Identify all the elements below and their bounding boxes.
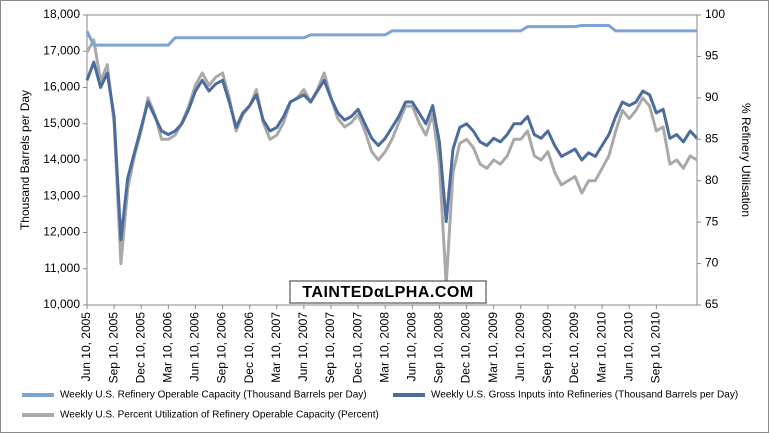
- watermark-text: TAINTEDαLPHA.COM: [302, 284, 473, 301]
- series-line: [85, 24, 697, 47]
- x-tick-label: Dec 10, 2007: [350, 312, 364, 384]
- x-tick-label: Dec 10, 2005: [133, 312, 147, 384]
- watermark-box: [289, 280, 487, 304]
- y-tick-label: 10,000: [43, 297, 80, 311]
- y2-tick-label: 90: [705, 90, 719, 104]
- legend-label: Weekly U.S. Refinery Operable Capacity (…: [60, 390, 367, 401]
- y-tick-label: 11,000: [44, 261, 80, 275]
- y-tick-label: 13,000: [43, 188, 80, 202]
- x-tick-label: Dec 10, 2006: [242, 312, 256, 384]
- y2-tick-label: 85: [705, 131, 719, 145]
- x-tick-label: Dec 10, 2008: [459, 312, 473, 384]
- y-tick-label: 17,000: [43, 43, 80, 57]
- x-tick-label: Jun 10, 2010: [621, 312, 635, 382]
- x-tick-label: Jun 10, 2009: [513, 312, 527, 382]
- y-tick-label: 12,000: [43, 225, 80, 239]
- y-tick-label: 14,000: [43, 152, 80, 166]
- x-tick-label: Jun 10, 2007: [296, 312, 310, 382]
- x-tick-label: Sep 10, 2009: [540, 312, 554, 384]
- y-axis-title: Thousand Barrels per Day: [18, 90, 32, 230]
- x-tick-label: Mar 10, 2009: [486, 312, 500, 383]
- x-tick-label: Sep 10, 2008: [432, 312, 446, 384]
- y2-tick-label: 95: [705, 49, 719, 63]
- y2-axis-title: % Refinery Utilisation: [739, 103, 753, 217]
- x-tick-label: Jun 10, 2005: [79, 312, 93, 382]
- x-tick-label: Sep 10, 2010: [649, 312, 663, 384]
- y2-tick-label: 100: [705, 7, 725, 21]
- legend-label: Weekly U.S. Gross Inputs into Refineries…: [431, 390, 738, 401]
- x-tick-label: Dec 10, 2009: [567, 312, 581, 384]
- x-tick-label: Mar 10, 2010: [594, 312, 608, 383]
- x-tick-label: Jun 10, 2008: [405, 312, 419, 382]
- y2-tick-label: 80: [705, 173, 719, 187]
- x-tick-label: Mar 10, 2007: [269, 312, 283, 383]
- y-tick-label: 15,000: [43, 116, 80, 130]
- y-tick-label: 18,000: [43, 7, 80, 21]
- y2-tick-label: 70: [705, 256, 719, 270]
- y-tick-label: 16,000: [43, 80, 80, 94]
- legend-label: Weekly U.S. Percent Utilization of Refin…: [60, 410, 379, 421]
- x-tick-label: Sep 10, 2006: [215, 312, 229, 384]
- x-tick-label: Sep 10, 2005: [106, 312, 120, 384]
- y2-tick-label: 75: [705, 214, 719, 228]
- x-tick-label: Sep 10, 2007: [323, 312, 337, 384]
- x-tick-label: Mar 10, 2006: [161, 312, 175, 383]
- x-tick-label: Jun 10, 2006: [188, 312, 202, 382]
- y2-tick-label: 65: [705, 297, 719, 311]
- x-tick-label: Mar 10, 2008: [377, 312, 391, 383]
- series-line: [85, 60, 699, 242]
- watermark: TAINTEDαLPHA.COM: [289, 280, 487, 304]
